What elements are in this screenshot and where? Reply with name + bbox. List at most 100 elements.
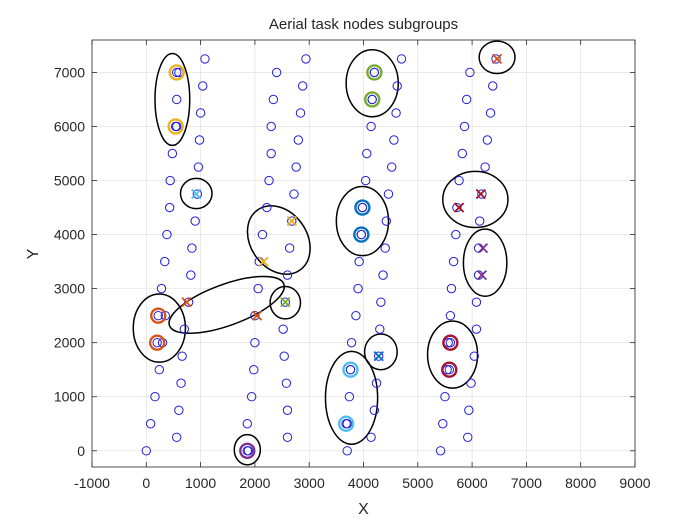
task-node	[271, 67, 282, 78]
group-ellipses	[132, 40, 516, 466]
task-node	[375, 324, 385, 334]
task-node	[459, 121, 470, 132]
task-node	[282, 405, 293, 415]
task-node	[448, 256, 459, 267]
task-node	[177, 351, 187, 361]
task-node	[471, 324, 482, 334]
task-node	[354, 256, 364, 267]
task-node	[190, 216, 200, 226]
task-node	[392, 81, 402, 91]
task-node	[346, 337, 357, 348]
task-node	[378, 270, 388, 280]
subgroup-ring-node	[172, 67, 182, 78]
task-node	[249, 365, 259, 375]
task-node	[376, 297, 386, 307]
task-node	[162, 229, 172, 240]
task-node	[174, 405, 184, 415]
task-node	[176, 378, 186, 388]
x-tick-label: 8000	[565, 475, 596, 491]
group-ellipse	[168, 275, 285, 334]
group-ellipse	[478, 40, 516, 75]
subgroup-ring	[337, 415, 355, 432]
task-node	[435, 446, 446, 456]
group-ellipse	[426, 320, 479, 389]
subgroup-ring-node	[242, 446, 252, 456]
task-node	[295, 108, 306, 118]
y-tick-label: 0	[77, 443, 85, 459]
task-node	[488, 81, 498, 91]
task-node	[362, 148, 372, 159]
task-node	[279, 351, 289, 361]
task-node	[281, 378, 292, 388]
chart-title: Aerial task nodes subgroups	[269, 16, 458, 33]
y-tick-label: 3000	[54, 281, 85, 297]
task-node	[167, 148, 178, 159]
subgroup-ring	[168, 64, 185, 81]
subgroup-ring-node	[445, 337, 456, 348]
group-ellipse	[269, 285, 302, 320]
task-node	[282, 432, 293, 442]
subgroup-ring-node	[152, 337, 162, 348]
subgroup-ring	[354, 199, 371, 216]
group-ellipse	[345, 48, 400, 118]
group-ellipse	[246, 205, 311, 275]
task-node	[351, 310, 361, 321]
task-node	[452, 202, 462, 213]
task-node	[160, 310, 171, 321]
task-node	[440, 392, 450, 402]
task-node	[266, 121, 276, 132]
group-ellipse	[233, 433, 262, 466]
task-node	[454, 175, 464, 186]
subgroup-cross	[258, 256, 269, 267]
subgroup-ring	[150, 307, 167, 324]
subgroup-ring	[353, 226, 370, 243]
task-node	[293, 135, 304, 145]
y-tick-label: 6000	[54, 118, 85, 134]
task-node	[291, 162, 301, 172]
subgroup-ring	[342, 361, 359, 378]
subgroup-crosses	[181, 53, 503, 362]
subgroup-ring	[363, 91, 381, 108]
task-node	[463, 432, 473, 442]
subgroup-ring-node	[153, 310, 163, 321]
subgroup-cross	[477, 242, 489, 254]
task-node	[451, 229, 461, 240]
x-tick-label: -1000	[74, 475, 110, 491]
task-node	[297, 81, 308, 91]
task-node	[387, 162, 397, 172]
subgroup-cross	[280, 297, 291, 308]
x-tick-label: 3000	[294, 475, 325, 491]
x-tick-label: 5000	[402, 475, 433, 491]
ticks: -1000 0 1000 2000 3000 4000 5000 6000 7000 8000 90…	[54, 40, 651, 491]
task-node	[475, 216, 485, 226]
task-node	[482, 135, 493, 145]
subgroup-cross	[476, 269, 488, 281]
task-node	[366, 121, 376, 132]
task-node	[165, 175, 175, 186]
task-node	[264, 175, 274, 186]
task-node	[164, 202, 175, 213]
task-node	[480, 162, 490, 172]
task-node	[389, 135, 399, 145]
x-tick-label: 1000	[185, 475, 216, 491]
task-node	[280, 297, 291, 307]
task-node	[172, 94, 182, 105]
group-ellipse	[132, 293, 187, 363]
task-node	[301, 54, 311, 64]
group-ellipse	[335, 185, 390, 257]
task-node	[266, 148, 276, 159]
group-ellipse	[462, 228, 508, 297]
group-ellipse	[154, 52, 191, 147]
y-tick-label: 5000	[54, 173, 85, 189]
task-node	[446, 283, 457, 294]
task-node	[383, 189, 394, 199]
task-node	[471, 297, 482, 307]
x-tick-label: 2000	[239, 475, 270, 491]
task-node	[198, 81, 208, 91]
task-node	[461, 94, 472, 105]
subgroup-cross	[191, 188, 202, 200]
y-tick-label: 1000	[54, 389, 85, 405]
task-node	[396, 54, 407, 64]
task-node	[193, 162, 204, 172]
